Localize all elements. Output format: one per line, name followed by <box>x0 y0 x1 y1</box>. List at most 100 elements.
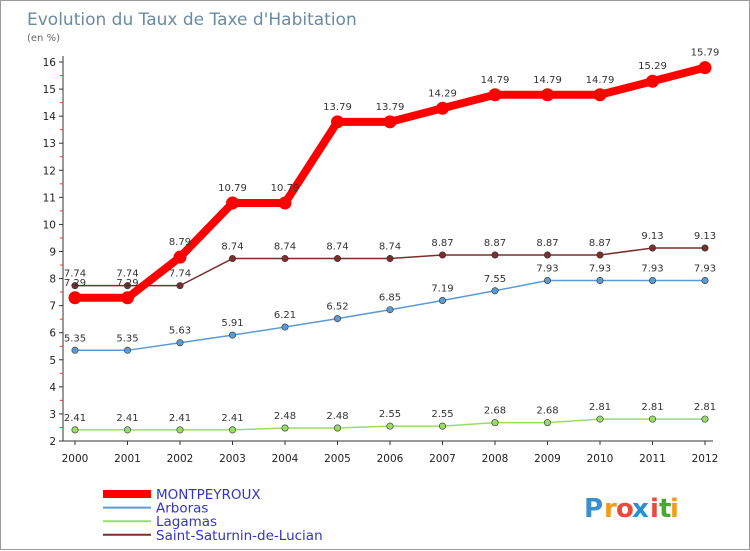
y-tick-label: 13 <box>43 138 56 150</box>
data-point <box>543 276 551 284</box>
data-label: 2.48 <box>274 411 296 422</box>
logo-letter: r <box>604 494 617 524</box>
y-tick-label: 11 <box>43 192 56 204</box>
data-point <box>701 276 709 284</box>
data-point <box>438 296 446 304</box>
y-tick-label: 3 <box>49 409 56 421</box>
legend-label: Lagamas <box>156 514 217 530</box>
data-point <box>71 282 79 290</box>
data-point <box>383 115 397 129</box>
data-point <box>491 287 499 295</box>
y-tick-label: 10 <box>43 219 56 231</box>
data-label: 2.68 <box>536 406 558 417</box>
data-point <box>71 426 79 434</box>
data-point <box>701 415 709 423</box>
data-label: 8.87 <box>589 238 611 249</box>
data-label: 15.29 <box>638 61 667 72</box>
logo-letter: i <box>670 494 679 524</box>
legend-label: Arboras <box>156 501 208 517</box>
data-label: 2.55 <box>431 409 453 420</box>
data-point <box>698 61 712 75</box>
data-label: 2.68 <box>484 406 506 417</box>
data-point <box>176 426 184 434</box>
data-label: 2.55 <box>379 409 401 420</box>
x-tick-label: 2003 <box>219 453 246 465</box>
chart-title: Evolution du Taux de Taxe d'Habitation <box>27 10 357 30</box>
data-label: 5.63 <box>169 326 191 337</box>
data-label: 13.79 <box>376 102 405 113</box>
series-arboras <box>71 276 709 354</box>
data-point <box>124 346 132 354</box>
data-label: 14.79 <box>586 75 615 86</box>
data-label: 14.79 <box>533 75 562 86</box>
data-point <box>386 422 394 430</box>
data-label: 7.29 <box>116 278 138 289</box>
x-tick-label: 2006 <box>377 453 404 465</box>
data-point <box>333 424 341 432</box>
data-point <box>281 255 289 263</box>
data-point <box>438 251 446 259</box>
data-point <box>646 74 659 88</box>
legend-label: Saint-Saturnin-de-Lucian <box>156 528 323 544</box>
data-point <box>543 419 551 427</box>
data-label: 2.41 <box>221 413 243 424</box>
x-tick-label: 2010 <box>587 453 614 465</box>
series-layer <box>68 61 712 434</box>
legend-label: MONTPEYROUX <box>156 487 261 503</box>
data-point <box>438 422 446 430</box>
legend: MONTPEYROUXArborasLagamasSaint-Saturnin-… <box>103 487 323 544</box>
series-montpeyroux <box>68 61 712 305</box>
data-point <box>229 331 237 339</box>
data-point <box>176 339 184 347</box>
data-label: 2.48 <box>326 411 348 422</box>
data-point <box>121 291 134 305</box>
data-point <box>541 88 554 102</box>
logo-letter: i <box>650 494 659 524</box>
data-point <box>701 244 709 252</box>
x-tick-label: 2005 <box>324 453 351 465</box>
data-point <box>648 244 656 252</box>
series-saint-saturnin-de-lucian <box>71 244 709 290</box>
data-point <box>281 424 289 432</box>
data-point <box>229 426 237 434</box>
data-label: 7.55 <box>484 274 506 285</box>
y-tick-label: 14 <box>43 111 57 123</box>
data-point <box>436 101 449 115</box>
data-label: 8.87 <box>484 238 506 249</box>
data-label: 7.93 <box>536 263 558 274</box>
data-point <box>491 419 499 427</box>
logo-letter: o <box>616 494 634 524</box>
data-label: 8.79 <box>169 237 191 248</box>
data-label: 14.79 <box>481 75 510 86</box>
data-label: 8.74 <box>221 242 243 253</box>
chart-subtitle: (en %) <box>27 33 60 44</box>
y-tick-label: 7 <box>49 301 56 313</box>
data-label: 2.81 <box>694 402 716 413</box>
data-point <box>648 276 656 284</box>
x-tick-label: 2004 <box>272 453 299 465</box>
data-label: 13.79 <box>323 102 352 113</box>
data-point <box>386 306 394 314</box>
data-label: 8.87 <box>536 238 558 249</box>
data-point <box>278 196 292 210</box>
data-labels-layer: 5.35 5.35 5.63 5.91 6.21 6.52 6.85 7.19 7.55 7.93… <box>64 48 719 424</box>
data-point <box>648 415 656 423</box>
logo-letter: P <box>584 494 603 524</box>
data-label: 6.85 <box>379 293 401 304</box>
data-point <box>593 88 607 102</box>
x-tick-label: 2011 <box>639 453 666 465</box>
y-tick-label: 4 <box>49 382 56 394</box>
data-label: 2.81 <box>589 402 611 413</box>
data-label: 7.19 <box>431 283 453 294</box>
data-label: 8.87 <box>431 238 453 249</box>
data-point <box>124 282 132 290</box>
data-point <box>226 196 239 210</box>
data-label: 7.74 <box>64 269 86 280</box>
data-label: 7.74 <box>169 269 191 280</box>
data-point <box>173 250 187 264</box>
y-tick-label: 8 <box>49 274 56 286</box>
x-tick-label: 2007 <box>429 453 456 465</box>
x-tick-label: 2012 <box>692 453 719 465</box>
